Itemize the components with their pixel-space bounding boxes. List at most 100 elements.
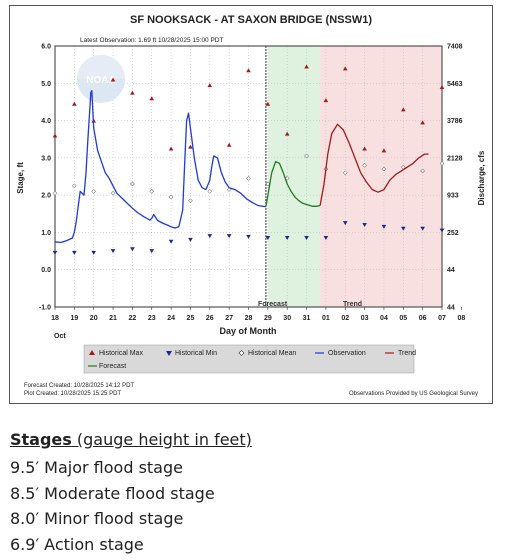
x-tick-label: 03 xyxy=(361,315,369,322)
hist-min-point xyxy=(439,228,445,233)
y-tick-label: 3.0 xyxy=(41,155,51,162)
hist-min-point xyxy=(110,249,116,254)
hist-mean-point xyxy=(207,189,213,194)
legend-hist-mean-marker xyxy=(238,350,245,356)
x-tick-label: 01 xyxy=(322,315,330,322)
hist-mean-point xyxy=(71,183,77,189)
hist-min-point xyxy=(246,234,251,239)
plot-created: Plot Created: 10/28/2025 15:25 PDT xyxy=(24,391,121,397)
hist-min-point xyxy=(381,224,387,229)
hist-max-point xyxy=(188,144,193,149)
hist-max-point xyxy=(323,98,329,103)
hist-mean-point xyxy=(362,162,367,168)
hist-max-point xyxy=(168,146,174,151)
y-axis-right-label: Discharge, cfs xyxy=(477,150,486,205)
y-right-tick-label: 933 xyxy=(447,193,459,200)
y-tick-label: 0.0 xyxy=(41,267,51,274)
hist-min-point xyxy=(149,249,155,254)
legend-hist-min-marker xyxy=(166,351,172,356)
x-tick-label: 25 xyxy=(187,315,195,322)
legend-hist-min: Historical Min xyxy=(175,350,217,357)
hist-max-point xyxy=(342,66,348,71)
hydrograph-svg: SF NOOKSACK - AT SAXON BRIDGE (NSSW1) La… xyxy=(16,14,486,397)
x-axis-label: Day of Month xyxy=(220,326,277,336)
hist-mean-point xyxy=(420,168,426,174)
hist-min-point xyxy=(52,250,58,255)
hist-min-point xyxy=(188,237,193,242)
hist-max-point xyxy=(420,120,425,125)
hist-mean-point xyxy=(439,161,445,166)
legend-forecast: Forecast xyxy=(99,363,126,370)
stages-section: Stages (gauge height in feet) 9.5′ Major… xyxy=(10,430,500,557)
hist-max-point xyxy=(72,101,77,106)
chart-legend: Historical Max Historical Min Historical… xyxy=(83,344,416,374)
hist-max-point xyxy=(304,64,309,69)
forecast-band-label: Forecast xyxy=(258,301,288,308)
x-tick-label: 26 xyxy=(206,315,214,322)
hist-max-point xyxy=(265,101,271,106)
y-axis-label: Stage, ft xyxy=(16,162,25,194)
x-tick-label: 02 xyxy=(341,315,349,322)
legend-trend: Trend xyxy=(398,350,416,357)
x-tick-label: 23 xyxy=(148,315,156,322)
forecast-band xyxy=(267,46,321,307)
legend-hist-mean: Historical Mean xyxy=(248,350,296,357)
hist-min-point xyxy=(226,234,232,239)
hist-min-point xyxy=(207,234,213,239)
x-tick-label: 28 xyxy=(245,315,253,322)
x-tick-label: 21 xyxy=(109,315,117,322)
hist-max-point xyxy=(207,83,213,88)
stages-heading-rest: (gauge height in feet) xyxy=(71,430,252,449)
stage-minor: 8.0′ Minor flood stage xyxy=(10,509,184,528)
y-right-tick-label: 7408 xyxy=(447,44,463,51)
hist-mean-point xyxy=(168,194,174,200)
hist-max-point xyxy=(52,133,58,138)
stage-major: 9.5′ Major flood stage xyxy=(10,458,183,477)
month-label: Oct xyxy=(54,333,66,340)
stages-heading: Stages (gauge height in feet) xyxy=(10,430,500,449)
series-line-trend xyxy=(319,123,429,206)
hist-min-point xyxy=(401,226,406,231)
x-tick-label: 31 xyxy=(303,315,311,322)
y-right-tick-label: 3786 xyxy=(447,118,463,125)
x-tick-label: 08 xyxy=(457,315,465,322)
y-right-tick-label: 252 xyxy=(447,230,459,237)
hist-mean-point xyxy=(149,189,155,194)
hist-mean-point xyxy=(110,190,116,196)
chart-title: SF NOOKSACK - AT SAXON BRIDGE (NSSW1) xyxy=(130,14,372,26)
data-credit: Observations Provided by US Geological S… xyxy=(349,391,478,397)
stages-heading-bold: Stages xyxy=(10,430,72,449)
stage-moderate: 8.5′ Moderate flood stage xyxy=(10,483,215,503)
hist-min-point xyxy=(265,236,271,241)
hist-max-point xyxy=(110,77,116,82)
hist-max-point xyxy=(246,68,251,73)
trend-band xyxy=(320,46,442,307)
hist-max-point xyxy=(226,142,232,147)
hist-min-point xyxy=(420,226,425,231)
hist-min-point xyxy=(72,250,77,255)
hist-mean-point xyxy=(400,164,406,170)
y-right-tick-label: 5463 xyxy=(447,81,463,88)
hydrograph-chart: SF NOOKSACK - AT SAXON BRIDGE (NSSW1) La… xyxy=(9,5,493,404)
x-tick-label: 06 xyxy=(419,315,427,322)
hist-mean-point xyxy=(304,153,309,159)
series-line-observation xyxy=(54,90,266,244)
hist-mean-point xyxy=(342,170,348,176)
logo-text: NOAA xyxy=(86,75,115,86)
hist-max-point xyxy=(149,96,155,101)
y-right-tick-label: 44 xyxy=(447,305,455,312)
hist-mean-point xyxy=(188,198,193,204)
stage-action: 6.9′ Action stage xyxy=(10,534,144,554)
y-right-tick-label: 2128 xyxy=(447,155,463,162)
x-tick-label: 22 xyxy=(129,315,137,322)
y-tick-label: 1.0 xyxy=(41,230,51,237)
hist-min-point xyxy=(284,236,290,241)
hist-mean-point xyxy=(52,190,58,196)
hist-mean-point xyxy=(130,181,135,187)
hist-min-point xyxy=(323,236,329,241)
hist-max-point xyxy=(362,146,367,151)
legend-observation: Observation xyxy=(328,350,366,357)
x-tick-label: 24 xyxy=(167,315,175,322)
hist-min-point xyxy=(362,222,367,227)
legend-hist-max-marker xyxy=(89,350,95,355)
